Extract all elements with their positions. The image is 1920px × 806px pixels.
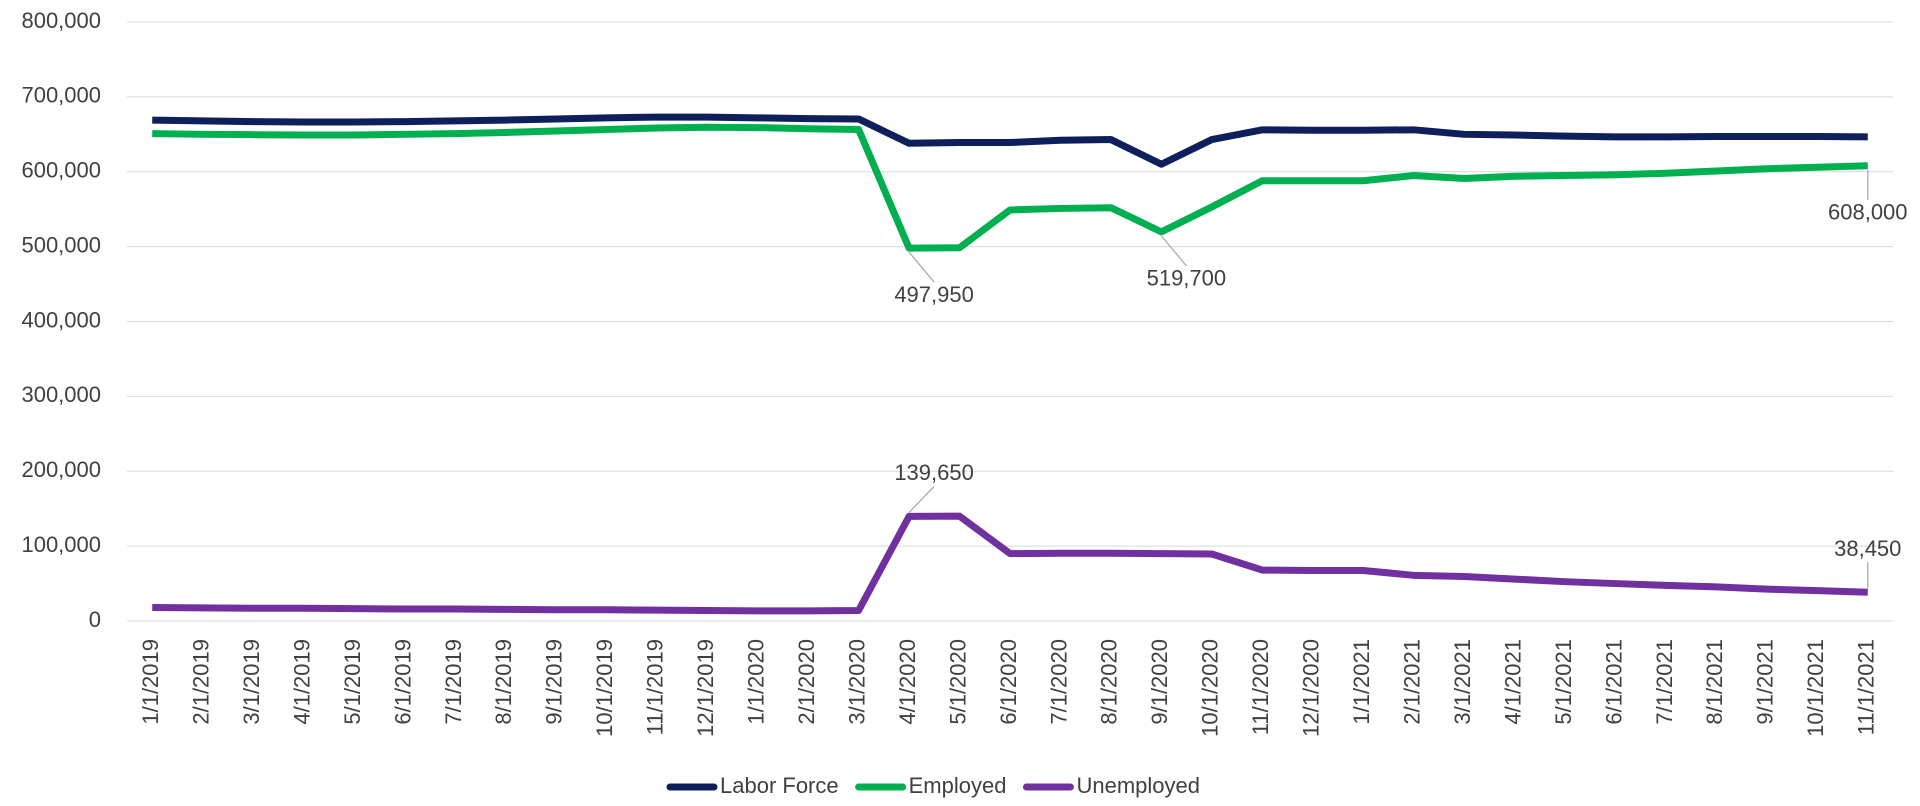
x-tick-label: 9/1/2019 [542,639,567,725]
legend-label: Labor Force [720,773,839,798]
x-tick-label: 10/1/2019 [592,639,617,737]
y-tick-label: 300,000 [21,382,101,407]
x-tick-label: 8/1/2021 [1702,639,1727,725]
x-tick-label: 12/1/2019 [693,639,718,737]
x-tick-label: 4/1/2021 [1500,639,1525,725]
x-tick-label: 12/1/2020 [1299,639,1324,737]
leader-line [1160,235,1187,267]
x-tick-label: 9/1/2020 [1147,639,1172,725]
x-tick-label: 11/1/2021 [1854,639,1879,735]
x-tick-label: 11/1/2020 [1248,639,1273,735]
x-tick-label: 3/1/2020 [844,639,869,725]
x-tick-label: 6/1/2019 [390,639,415,725]
leader-line [908,486,935,513]
x-tick-label: 8/1/2020 [1097,639,1122,725]
x-tick-label: 7/1/2020 [1046,639,1071,725]
x-tick-label: 6/1/2020 [996,639,1021,725]
x-tick-label: 2/1/2021 [1399,639,1424,725]
y-tick-label: 0 [89,607,101,632]
x-tick-label: 4/1/2019 [289,639,314,725]
x-tick-label: 4/1/2020 [895,639,920,725]
series-line [152,123,1868,252]
x-tick-label: 5/1/2019 [340,639,365,725]
x-tick-label: 3/1/2021 [1450,639,1475,725]
y-tick-label: 800,000 [21,8,101,33]
leader-line [908,251,935,283]
x-tick-label: 2/1/2019 [188,639,213,725]
x-tick-label: 8/1/2019 [491,639,516,725]
y-tick-label: 700,000 [21,83,101,108]
data-label: 139,650 [894,460,974,485]
x-tick-label: 7/1/2021 [1652,639,1677,725]
legend-label: Unemployed [1076,773,1200,798]
x-tick-label: 9/1/2021 [1753,639,1778,725]
x-tick-label: 1/1/2020 [744,639,769,725]
x-tick-label: 5/1/2021 [1551,639,1576,725]
series-line [152,113,1868,168]
y-tick-label: 100,000 [21,532,101,557]
x-tick-label: 1/1/2019 [138,639,163,725]
x-tick-label: 2/1/2020 [794,639,819,725]
y-tick-label: 600,000 [21,158,101,183]
x-tick-label: 6/1/2021 [1601,639,1626,725]
x-tick-label: 10/1/2020 [1198,639,1223,737]
x-tick-label: 10/1/2021 [1803,639,1828,737]
y-tick-label: 500,000 [21,232,101,257]
y-tick-label: 400,000 [21,307,101,332]
legend-label: Employed [909,773,1007,798]
data-label: 608,000 [1828,200,1908,225]
series-line [152,512,1868,615]
y-tick-label: 200,000 [21,457,101,482]
x-tick-label: 3/1/2019 [239,639,264,725]
x-tick-label: 7/1/2019 [441,639,466,725]
x-tick-label: 5/1/2020 [945,639,970,725]
x-tick-label: 11/1/2019 [643,639,668,735]
data-label: 38,450 [1834,536,1901,561]
x-tick-label: 1/1/2021 [1349,639,1374,725]
data-label: 519,700 [1147,266,1227,291]
data-label: 497,950 [894,282,974,307]
